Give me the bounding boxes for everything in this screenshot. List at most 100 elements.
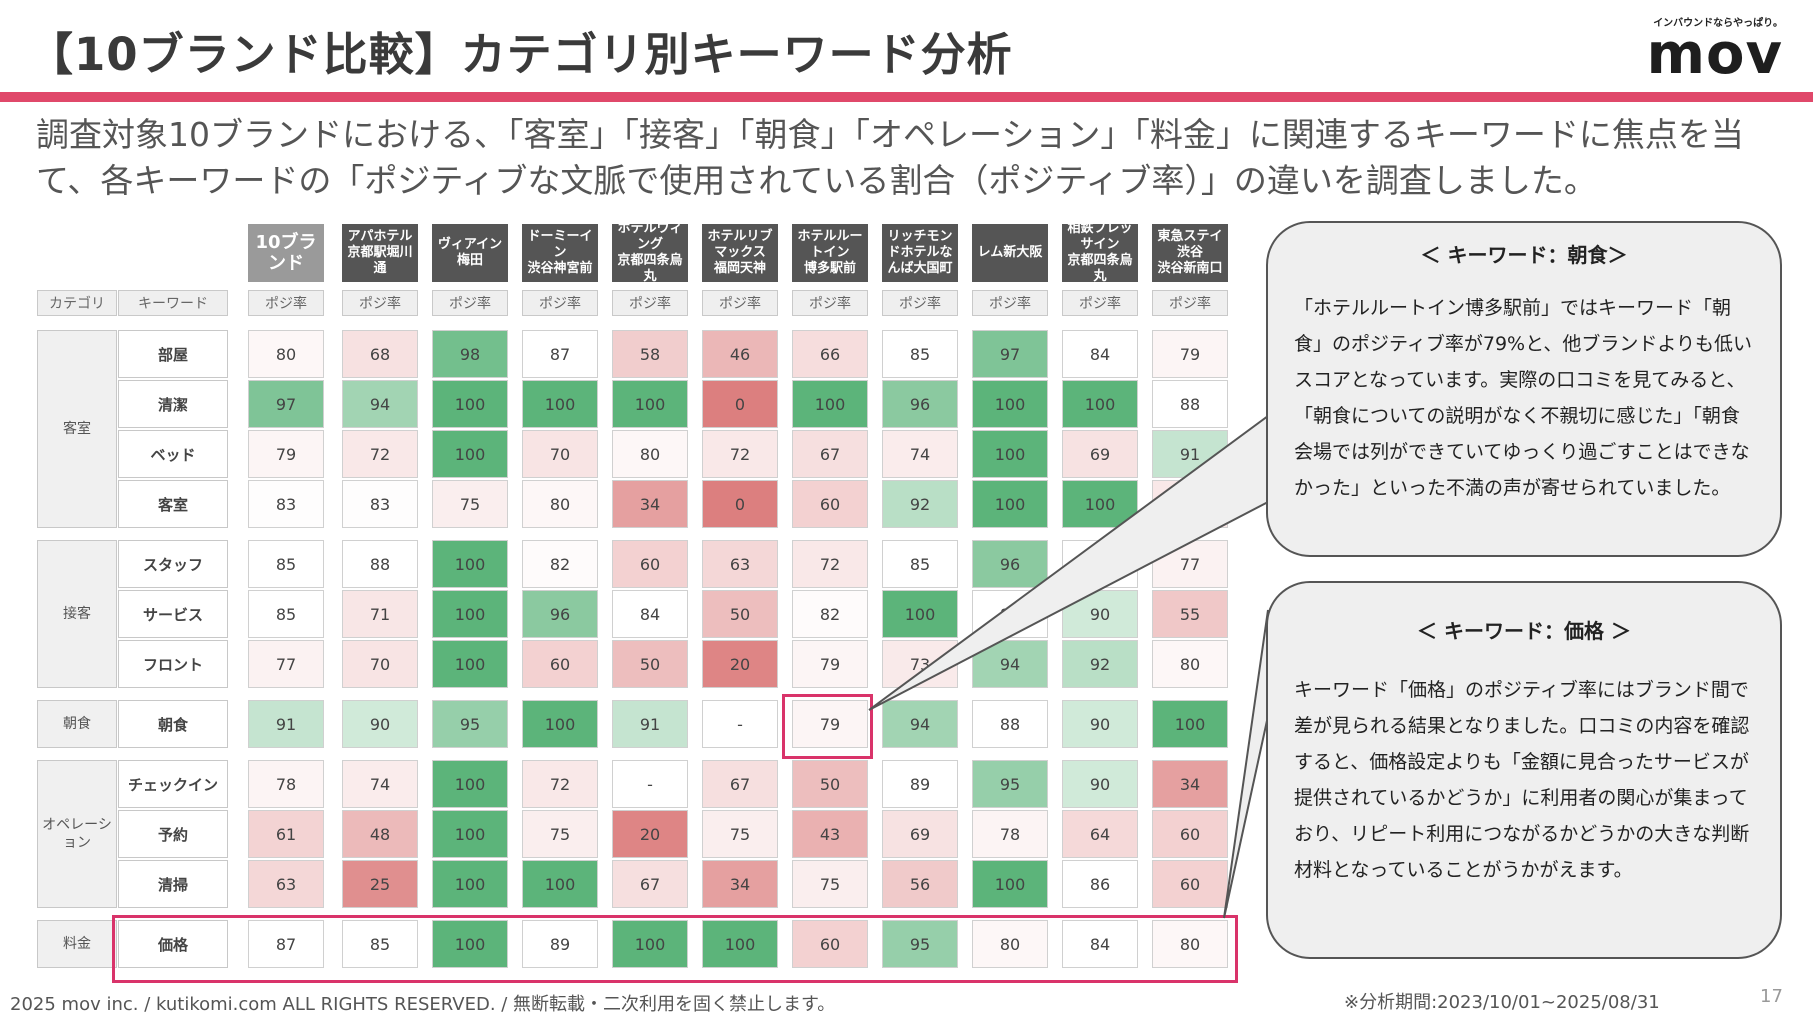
value-cell: 98 xyxy=(432,330,508,378)
value-cell: 87 xyxy=(522,330,598,378)
sub-header-posi-rate: ポジ率 xyxy=(612,290,688,316)
column-header: 相鉄フレッサイン 京都四条烏丸 xyxy=(1062,221,1138,284)
category-cell: 客室 xyxy=(37,330,117,528)
value-cell: 78 xyxy=(248,760,324,808)
value-cell: 100 xyxy=(522,700,598,748)
value-cell: 77 xyxy=(248,640,324,688)
category-cell: 朝食 xyxy=(37,700,117,748)
value-cell: 87 xyxy=(248,920,324,968)
value-cell: 100 xyxy=(702,920,778,968)
value-cell: 84 xyxy=(1062,920,1138,968)
keyword-cell: 客室 xyxy=(118,480,228,528)
value-cell: 72 xyxy=(702,430,778,478)
value-cell: 75 xyxy=(432,480,508,528)
value-cell: 75 xyxy=(522,810,598,858)
value-cell: 48 xyxy=(342,810,418,858)
callout-breakfast-title: ＜ キーワード：朝食＞ xyxy=(1420,243,1628,267)
value-cell: 100 xyxy=(432,760,508,808)
value-cell: 79 xyxy=(792,700,868,748)
value-cell: 100 xyxy=(972,480,1048,528)
sub-header-posi-rate: ポジ率 xyxy=(972,290,1048,316)
column-header: ホテルリブマックス 福岡天神 xyxy=(702,224,778,282)
column-header: アパホテル 京都駅堀川通 xyxy=(342,224,418,282)
value-cell: 95 xyxy=(432,700,508,748)
value-cell: 100 xyxy=(432,920,508,968)
page-number: 17 xyxy=(1760,986,1783,1007)
value-cell: 88 xyxy=(342,540,418,588)
value-cell: 94 xyxy=(882,700,958,748)
value-cell: 20 xyxy=(612,810,688,858)
value-cell: 67 xyxy=(612,860,688,908)
value-cell: 100 xyxy=(522,860,598,908)
value-cell: 70 xyxy=(342,640,418,688)
highlight-breakfast-79 xyxy=(782,694,873,759)
category-cell: オペレーション xyxy=(37,760,117,908)
value-cell: 74 xyxy=(882,430,958,478)
value-cell: 20 xyxy=(702,640,778,688)
value-cell: 67 xyxy=(792,430,868,478)
value-cell: 79 xyxy=(792,640,868,688)
value-cell: 72 xyxy=(342,430,418,478)
value-cell: 79 xyxy=(1152,330,1228,378)
value-cell: 60 xyxy=(612,540,688,588)
value-cell: 72 xyxy=(522,760,598,808)
value-cell: 74 xyxy=(342,760,418,808)
value-cell: 85 xyxy=(248,590,324,638)
value-cell: 83 xyxy=(248,480,324,528)
keyword-cell: フロント xyxy=(118,640,228,688)
logo-wordmark: mov xyxy=(1646,22,1783,87)
value-cell: 80 xyxy=(972,920,1048,968)
callout-price: ＜ キーワード：価格 ＞ キーワード「価格」のポジティブ率にはブランド間で差が見… xyxy=(1266,581,1782,959)
keyword-cell: 価格 xyxy=(118,920,228,968)
value-cell: 89 xyxy=(882,760,958,808)
keyword-cell: チェックイン xyxy=(118,760,228,808)
keyword-cell: サービス xyxy=(118,590,228,638)
value-cell: 34 xyxy=(612,480,688,528)
column-header: 10ブランド xyxy=(248,224,324,282)
value-cell: 60 xyxy=(792,920,868,968)
value-cell: 0 xyxy=(702,480,778,528)
sub-header-category: カテゴリ xyxy=(37,290,117,316)
value-cell: 92 xyxy=(882,480,958,528)
value-cell: 100 xyxy=(432,860,508,908)
pointer-breakfast xyxy=(868,414,1269,711)
sub-header-posi-rate: ポジ率 xyxy=(342,290,418,316)
value-cell: 58 xyxy=(612,330,688,378)
sub-header-posi-rate: ポジ率 xyxy=(792,290,868,316)
value-cell: 80 xyxy=(248,330,324,378)
value-cell: 84 xyxy=(612,590,688,638)
value-cell: 70 xyxy=(522,430,598,478)
callout-breakfast-body: 「ホテルルートイン博多駅前」ではキーワード「朝食」のポジティブ率が79%と、他ブ… xyxy=(1294,297,1752,499)
logo-tagline: インバウンドならやっぱり。 xyxy=(1653,18,1783,29)
column-header: ホテルウィング 京都四条烏丸 xyxy=(612,221,688,284)
keyword-cell: 清潔 xyxy=(118,380,228,428)
sub-header-posi-rate: ポジ率 xyxy=(1062,290,1138,316)
callout-breakfast: ＜ キーワード：朝食＞ 「ホテルルートイン博多駅前」ではキーワード「朝食」のポジ… xyxy=(1266,221,1782,557)
keyword-cell: ベッド xyxy=(118,430,228,478)
value-cell: 69 xyxy=(882,810,958,858)
value-cell: 90 xyxy=(1062,760,1138,808)
value-cell: 90 xyxy=(342,700,418,748)
value-cell: 85 xyxy=(248,540,324,588)
value-cell: 79 xyxy=(248,430,324,478)
value-cell: 100 xyxy=(972,380,1048,428)
value-cell: 72 xyxy=(792,540,868,588)
value-cell: 60 xyxy=(1152,860,1228,908)
sub-header-keyword: キーワード xyxy=(118,290,228,316)
value-cell: 95 xyxy=(882,920,958,968)
value-cell: 100 xyxy=(972,860,1048,908)
category-cell: 接客 xyxy=(37,540,117,688)
value-cell: 100 xyxy=(612,920,688,968)
sub-header-posi-rate: ポジ率 xyxy=(1152,290,1228,316)
value-cell: 60 xyxy=(792,480,868,528)
column-header: ホテルルートイン 博多駅前 xyxy=(792,224,868,282)
highlight-price-row xyxy=(112,915,1238,983)
value-cell: 85 xyxy=(342,920,418,968)
value-cell: 63 xyxy=(702,540,778,588)
value-cell: 78 xyxy=(972,810,1048,858)
value-cell: 100 xyxy=(432,430,508,478)
value-cell: 100 xyxy=(972,430,1048,478)
value-cell: 63 xyxy=(248,860,324,908)
value-cell: 90 xyxy=(1062,700,1138,748)
pointer-price xyxy=(1223,609,1269,919)
